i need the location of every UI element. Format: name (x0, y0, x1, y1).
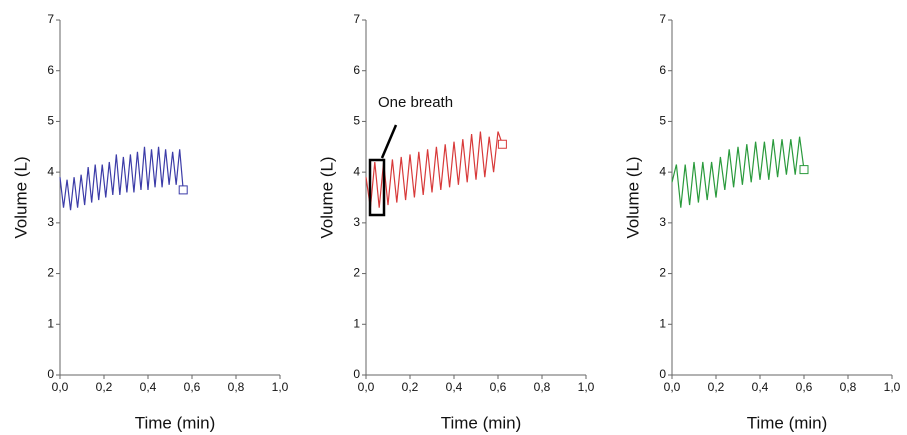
y-tick-label: 3 (659, 215, 666, 229)
x-tick-label: 0,4 (140, 380, 157, 394)
y-axis-label: Volume (L) (317, 156, 336, 238)
x-axis-label: Time (min) (135, 413, 216, 432)
series-line (671, 136, 805, 208)
y-tick-label: 4 (47, 164, 54, 178)
y-tick-label: 5 (353, 114, 360, 128)
series-line (365, 131, 503, 208)
y-tick-label: 3 (47, 215, 54, 229)
x-tick-label: 0,8 (840, 380, 857, 394)
y-tick-label: 1 (353, 316, 360, 330)
y-tick-label: 4 (659, 164, 666, 178)
x-tick-label: 1,0 (272, 380, 289, 394)
y-tick-label: 3 (353, 215, 360, 229)
y-tick-label: 5 (47, 114, 54, 128)
x-tick-label: 1,0 (578, 380, 595, 394)
x-tick-label: 0,4 (752, 380, 769, 394)
y-tick-label: 0 (47, 367, 54, 381)
end-marker (178, 185, 188, 195)
annotation-box (368, 158, 386, 217)
x-tick-label: 0,2 (708, 380, 725, 394)
x-tick-label: 0,0 (358, 380, 375, 394)
x-axis-label: Time (min) (747, 413, 828, 432)
end-marker (497, 139, 507, 149)
annotation: One breath (378, 94, 453, 111)
y-tick-label: 2 (47, 266, 54, 280)
x-tick-label: 0,6 (796, 380, 813, 394)
y-tick-label: 4 (353, 164, 360, 178)
x-tick-label: 0,2 (402, 380, 419, 394)
y-tick-label: 2 (353, 266, 360, 280)
y-tick-label: 1 (47, 316, 54, 330)
series-line (59, 146, 184, 211)
x-axis-label: Time (min) (441, 413, 522, 432)
x-tick-label: 0,8 (534, 380, 551, 394)
y-tick-label: 6 (47, 63, 54, 77)
y-tick-label: 0 (659, 367, 666, 381)
y-tick-label: 7 (353, 12, 360, 26)
y-tick-label: 7 (659, 12, 666, 26)
x-tick-label: 0,2 (96, 380, 113, 394)
x-tick-label: 1,0 (884, 380, 901, 394)
end-marker (799, 165, 809, 175)
y-axis-label: Volume (L) (11, 156, 30, 238)
y-tick-label: 7 (47, 12, 54, 26)
y-tick-label: 6 (659, 63, 666, 77)
y-axis-label: Volume (L) (623, 156, 642, 238)
y-tick-label: 2 (659, 266, 666, 280)
y-tick-label: 0 (353, 367, 360, 381)
y-tick-label: 1 (659, 316, 666, 330)
y-tick-label: 5 (659, 114, 666, 128)
y-tick-label: 6 (353, 63, 360, 77)
x-tick-label: 0,4 (446, 380, 463, 394)
x-tick-label: 0,0 (664, 380, 681, 394)
x-tick-label: 0,6 (184, 380, 201, 394)
annotation-pointer (380, 124, 398, 159)
x-tick-label: 0,6 (490, 380, 507, 394)
x-tick-label: 0,0 (52, 380, 69, 394)
x-tick-label: 0,8 (228, 380, 245, 394)
